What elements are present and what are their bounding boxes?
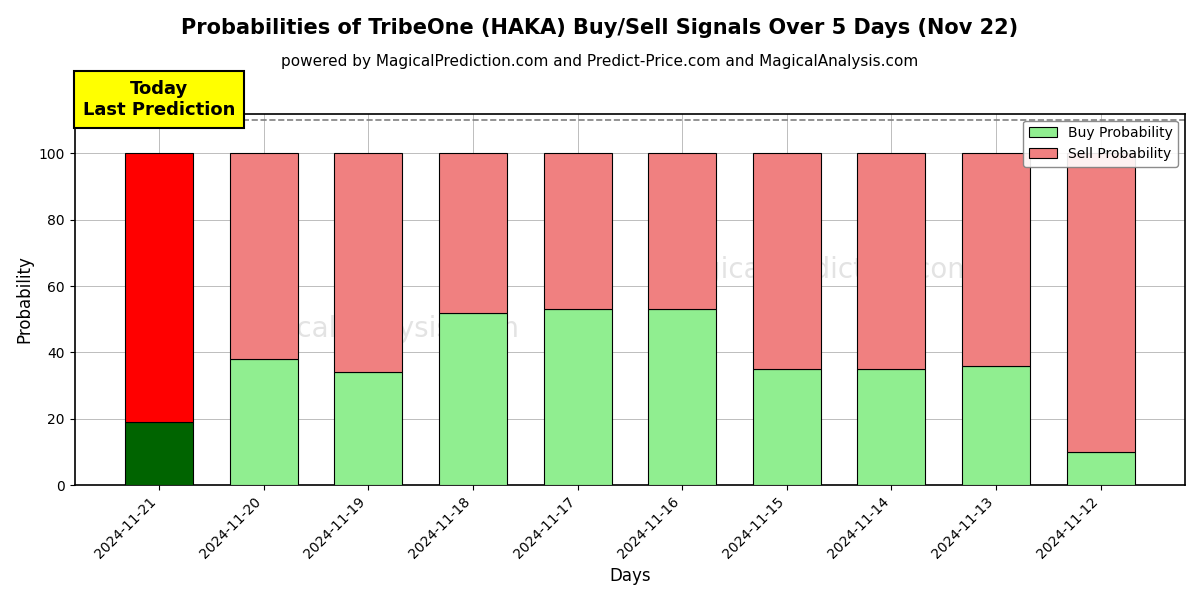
Bar: [335, 154, 402, 373]
Bar: [1067, 154, 1134, 452]
X-axis label: Days: Days: [610, 567, 650, 585]
Y-axis label: Probability: Probability: [16, 256, 34, 343]
Bar: [335, 373, 402, 485]
Text: powered by MagicalPrediction.com and Predict-Price.com and MagicalAnalysis.com: powered by MagicalPrediction.com and Pre…: [281, 54, 919, 69]
Bar: [752, 154, 821, 369]
Bar: [1067, 452, 1134, 485]
Bar: [544, 154, 612, 309]
Text: Probabilities of TribeOne (HAKA) Buy/Sell Signals Over 5 Days (Nov 22): Probabilities of TribeOne (HAKA) Buy/Sel…: [181, 18, 1019, 38]
Bar: [857, 154, 925, 369]
Bar: [962, 365, 1030, 485]
Legend: Buy Probability, Sell Probability: Buy Probability, Sell Probability: [1024, 121, 1178, 167]
Bar: [752, 369, 821, 485]
Bar: [229, 154, 298, 359]
Bar: [857, 369, 925, 485]
Bar: [439, 154, 506, 313]
Bar: [125, 154, 193, 422]
Bar: [648, 309, 716, 485]
Bar: [229, 359, 298, 485]
Bar: [125, 422, 193, 485]
Bar: [962, 154, 1030, 365]
Bar: [544, 309, 612, 485]
Text: MagicalAnalysis.com: MagicalAnalysis.com: [230, 315, 518, 343]
Bar: [648, 154, 716, 309]
Bar: [439, 313, 506, 485]
Text: MagicalPrediction.com: MagicalPrediction.com: [662, 256, 974, 284]
Text: Today
Last Prediction: Today Last Prediction: [83, 80, 235, 119]
